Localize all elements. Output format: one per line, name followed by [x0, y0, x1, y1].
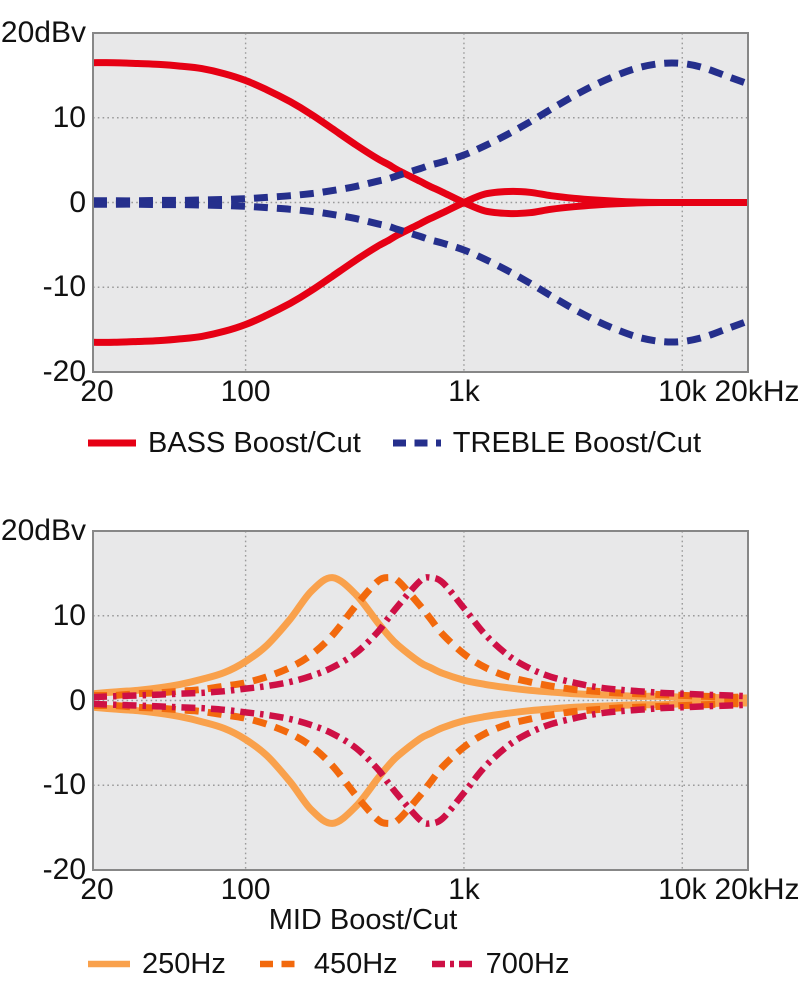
plot-border [92, 32, 749, 373]
y-axis-tick-label: -20 [42, 355, 86, 388]
mid-chart-caption: MID Boost/Cut [268, 904, 458, 936]
curve-250hz-boost [93, 574, 748, 702]
curve-700hz-cut [93, 700, 748, 827]
x-axis-tick-label: 10k [658, 375, 707, 408]
legend-item: BASS Boost/Cut [88, 427, 361, 459]
curve-treble-boost-cut-boost [93, 59, 748, 205]
legend-label: BASS Boost/Cut [148, 427, 361, 459]
legend-swatch-dashdot-line-icon [431, 960, 474, 968]
x-axis-tick-label: 20 [80, 375, 114, 408]
x-axis-tick-label: 1k [448, 873, 480, 906]
curve-450hz-cut [93, 700, 748, 828]
y-axis-tick-label: -10 [42, 270, 86, 304]
legend-label: TREBLE Boost/Cut [452, 427, 701, 459]
legend-item: 250Hz [88, 948, 226, 980]
legend-label: 450Hz [313, 948, 398, 980]
legend-swatch-solid-line-icon [88, 960, 130, 968]
legend-item: 700Hz [431, 948, 570, 980]
legend: BASS Boost/Cut TREBLE Boost/Cut [88, 427, 701, 459]
legend-label: 700Hz [485, 948, 570, 980]
x-axis-tick-label: 10k [658, 873, 707, 906]
y-axis-tick-label: 0 [69, 683, 86, 717]
legend-item: TREBLE Boost/Cut [392, 427, 701, 459]
y-axis-tick-label: -20 [42, 853, 86, 886]
x-axis-tick-label: 1k [448, 375, 480, 408]
curve-treble-boost-cut-cut [93, 200, 748, 346]
curve-700hz-boost [93, 574, 748, 701]
plot-border [92, 530, 749, 871]
y-axis-tick-label: 20dBv [0, 16, 86, 49]
x-axis-tick-label: 20 [80, 873, 114, 906]
y-axis-tick-label: 10 [52, 100, 86, 134]
legend-swatch-dashed-line-icon [392, 439, 441, 447]
y-axis-tick-label: 0 [69, 185, 86, 219]
legend-item: 450Hz [259, 948, 398, 980]
curves-group [93, 573, 748, 828]
curve-450hz-boost [93, 573, 748, 701]
legend: 250Hz 450Hz 700Hz [88, 948, 569, 980]
x-axis-tick-label: 20kHz [714, 873, 800, 906]
y-axis-tick-label: 20dBv [0, 514, 86, 547]
x-axis-tick-label: 100 [220, 375, 271, 408]
legend-swatch-dashed-line-icon [259, 960, 302, 968]
y-axis-tick-label: 10 [52, 598, 86, 632]
y-axis-tick-label: -10 [42, 768, 86, 802]
curve-250hz-cut [93, 699, 748, 827]
legend-label: 250Hz [142, 948, 226, 980]
legend-swatch-solid-line-icon [88, 439, 136, 447]
curves-group [93, 59, 748, 346]
x-axis-tick-label: 20kHz [714, 375, 800, 408]
curve-bass-boost-cut-cut [93, 187, 748, 346]
x-axis-tick-label: 100 [220, 873, 271, 906]
